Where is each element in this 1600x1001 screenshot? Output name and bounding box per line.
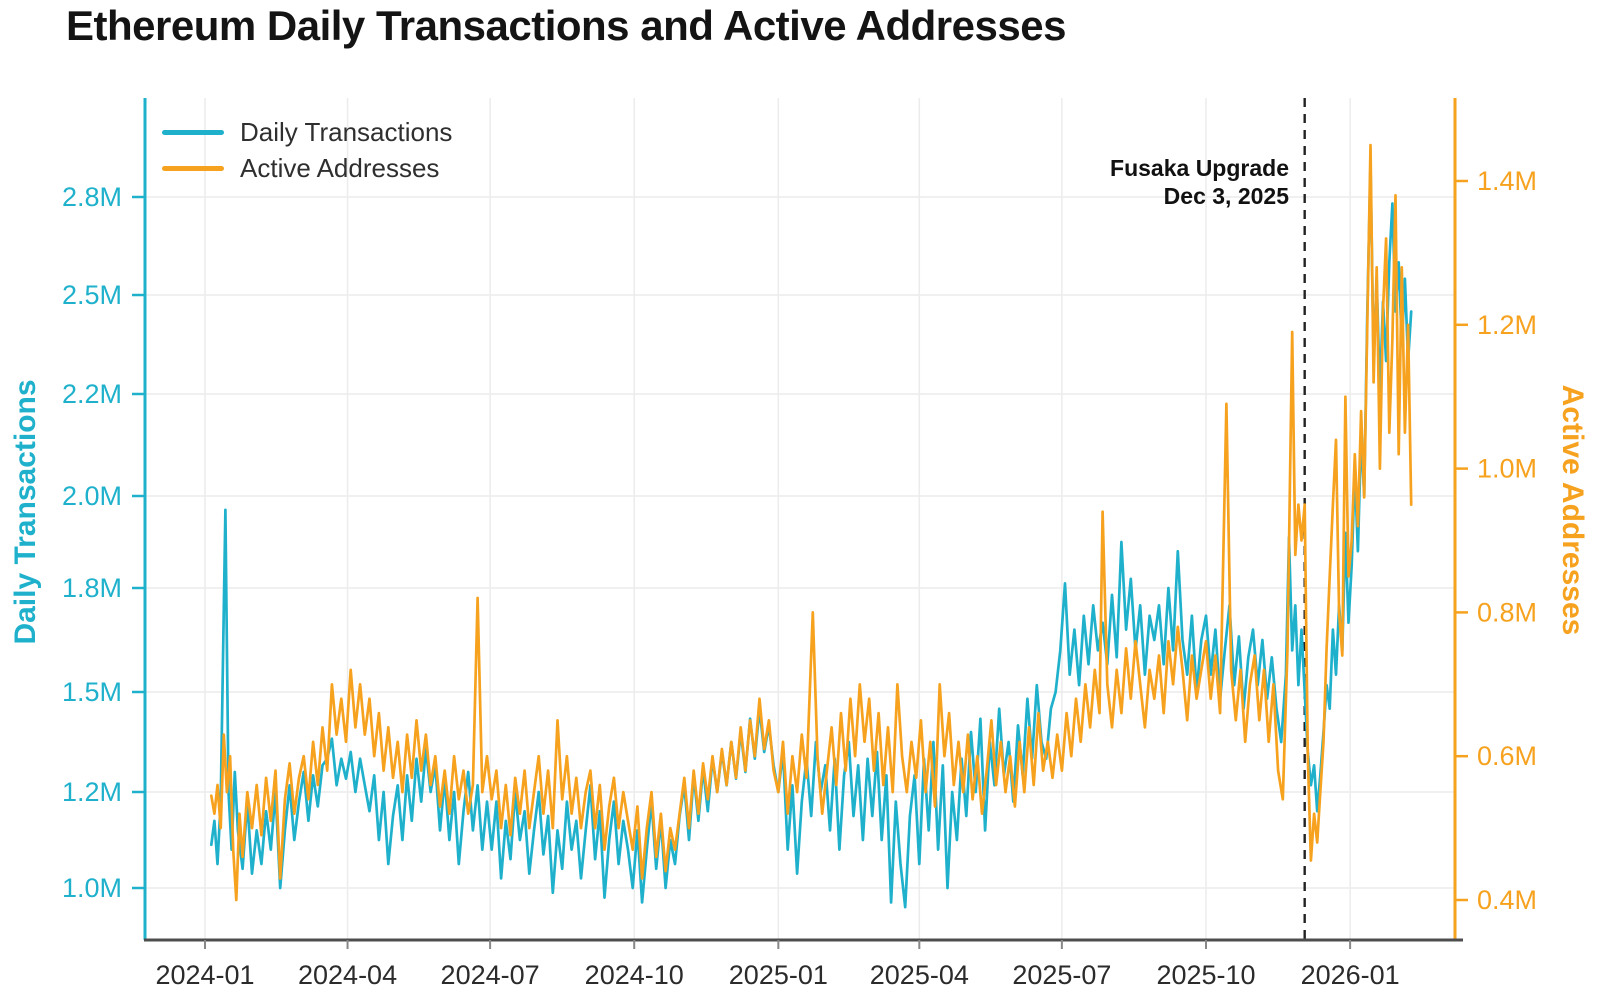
right-axis-tick-label: 1.0M (1477, 454, 1537, 484)
legend-label-daily-transactions: Daily Transactions (240, 116, 453, 147)
left-axis-tick-label: 1.8M (62, 573, 122, 603)
x-axis-tick-label: 2024-10 (585, 960, 684, 990)
legend-item-active-addresses: Active Addresses (162, 150, 452, 186)
legend-item-daily-transactions: Daily Transactions (162, 114, 452, 150)
x-axis-tick-label: 2025-01 (729, 960, 828, 990)
x-axis-tick-label: 2024-07 (441, 960, 540, 990)
x-axis-tick-label: 2024-01 (155, 960, 254, 990)
x-axis-tick-label: 2025-10 (1156, 960, 1255, 990)
left-axis-tick-label: 2.5M (62, 280, 122, 310)
x-axis-tick-label: 2024-04 (298, 960, 397, 990)
left-axis-tick-label: 1.2M (62, 777, 122, 807)
left-axis-tick-label: 2.2M (62, 379, 122, 409)
legend: Daily Transactions Active Addresses (162, 114, 452, 186)
left-axis-tick-label: 1.0M (62, 873, 122, 903)
right-axis-tick-label: 0.8M (1477, 597, 1537, 627)
legend-label-active-addresses: Active Addresses (240, 152, 440, 183)
left-axis-tick-label: 2.8M (62, 182, 122, 212)
right-axis-tick-label: 1.2M (1477, 310, 1537, 340)
x-axis-tick-label: 2026-01 (1301, 960, 1400, 990)
right-axis-tick-label: 0.6M (1477, 741, 1537, 771)
legend-swatch-daily-transactions (162, 129, 224, 135)
chart-title: Ethereum Daily Transactions and Active A… (66, 2, 1066, 49)
series-active-addresses (209, 143, 1413, 902)
fusaka-upgrade-annotation: Fusaka Upgrade Dec 3, 2025 (989, 154, 1289, 210)
annotation-line2: Dec 3, 2025 (1163, 183, 1289, 209)
left-axis-tick-label: 2.0M (62, 481, 122, 511)
legend-swatch-active-addresses (162, 165, 224, 171)
left-axis-tick-label: 1.5M (62, 677, 122, 707)
left-axis-title: Daily Transactions (9, 379, 42, 645)
x-axis-tick-label: 2025-04 (870, 960, 969, 990)
right-axis-tick-label: 0.4M (1477, 885, 1537, 915)
annotation-line1: Fusaka Upgrade (1110, 155, 1289, 181)
right-axis-tick-label: 1.4M (1477, 166, 1537, 196)
right-axis-title: Active Addresses (1556, 384, 1589, 636)
x-axis-tick-label: 2025-07 (1012, 960, 1111, 990)
series-daily-transactions (209, 162, 1413, 909)
